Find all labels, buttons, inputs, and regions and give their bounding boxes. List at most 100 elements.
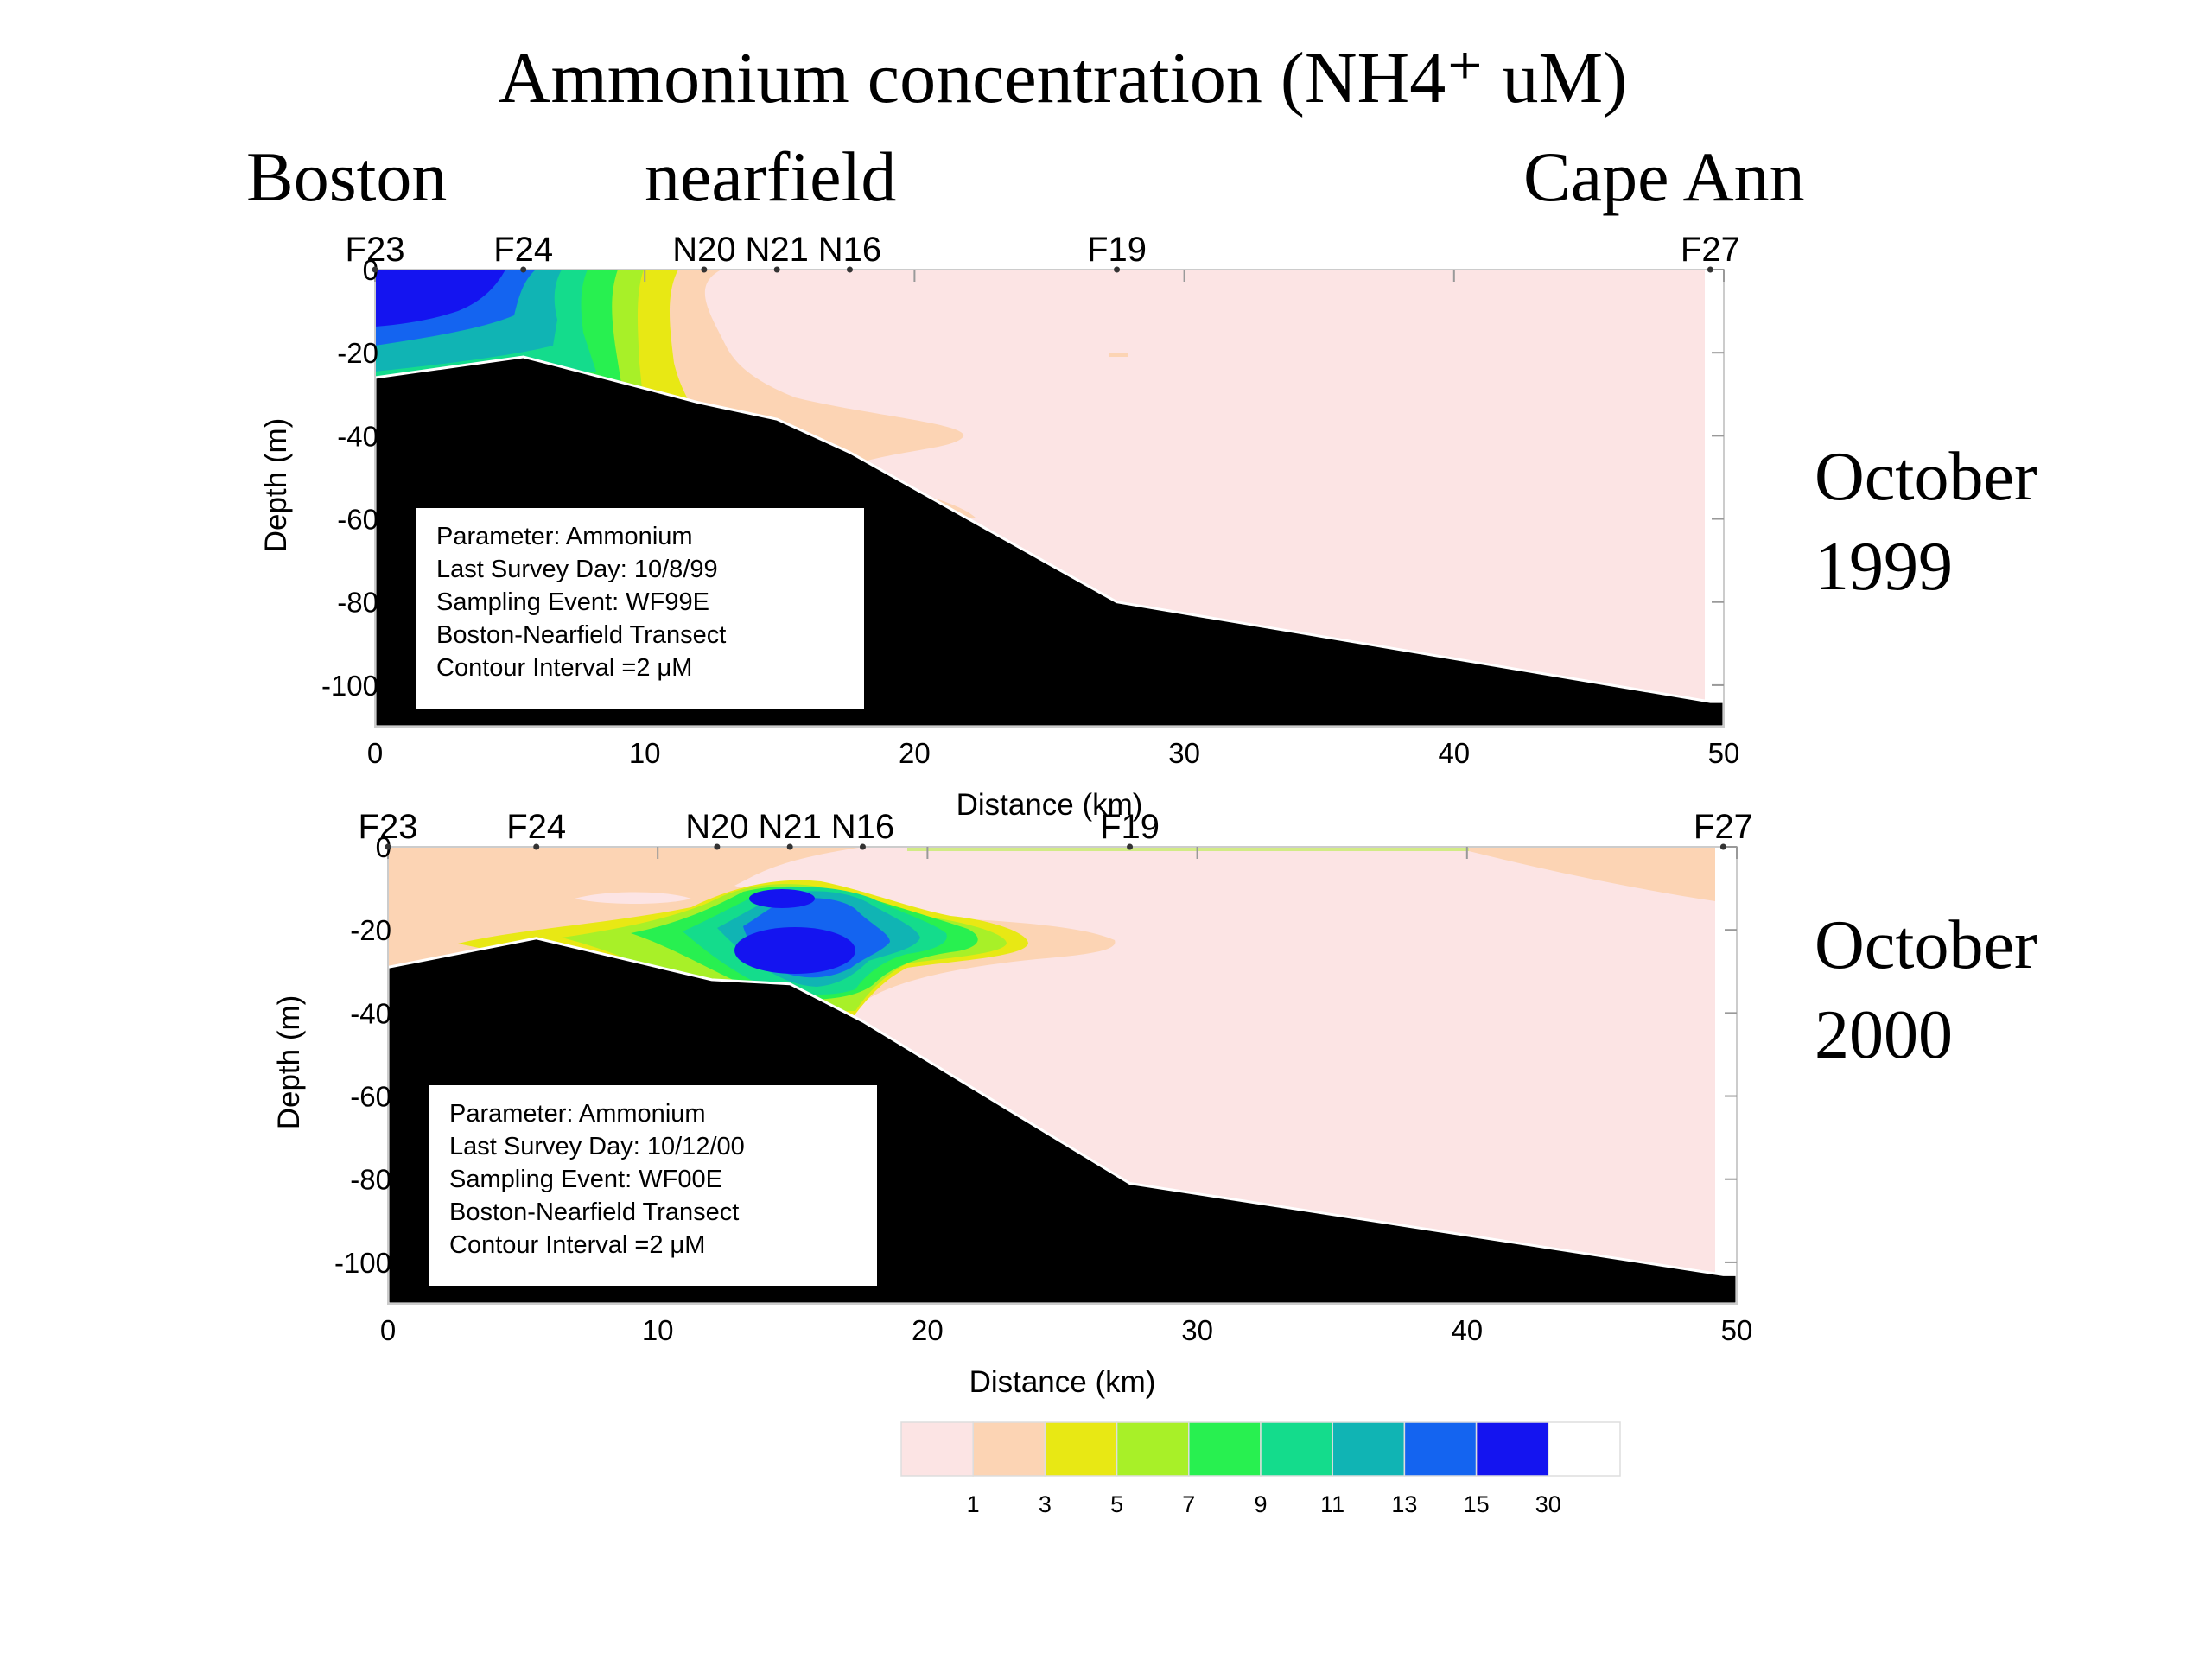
info-parameter: Parameter: Ammonium — [449, 1100, 706, 1128]
station-marker — [859, 843, 866, 850]
station-label: N20 — [685, 808, 748, 846]
plot-frame — [374, 269, 1725, 728]
region-label-nearfield: nearfield — [645, 137, 897, 216]
colorbar-swatch — [1548, 1421, 1621, 1477]
contour-level-30-core-upper — [749, 889, 815, 908]
station-label: F19 — [1100, 808, 1160, 846]
info-contour-interval: Contour Interval =2 μM — [436, 654, 692, 682]
info-parameter: Parameter: Ammonium — [436, 523, 693, 550]
station-label: F24 — [493, 231, 553, 269]
station-label: N16 — [831, 808, 894, 846]
station-marker — [701, 266, 708, 273]
station-label: F27 — [1681, 231, 1740, 269]
station-label: F19 — [1087, 231, 1147, 269]
contour-level-3-area-offshore — [1469, 847, 1715, 901]
x-tick-label: 30 — [1181, 1314, 1213, 1346]
info-box-2000: Parameter: Ammonium Last Survey Day: 10/… — [429, 1085, 877, 1286]
station-label: N20 — [672, 231, 735, 269]
axes-2000: 0 10 20 30 40 50 0 -20 -40 -60 -80 -100 F23 F24 N20 N21… — [272, 808, 1753, 1399]
colorbar-swatch — [1044, 1421, 1118, 1477]
station-label: F23 — [359, 808, 418, 846]
info-survey-day: Last Survey Day: 10/12/00 — [449, 1133, 745, 1160]
period-year: 2000 — [1815, 997, 1953, 1073]
colorbar-label: 13 — [1391, 1491, 1417, 1517]
x-tick-label: 10 — [629, 737, 661, 769]
station-label: F27 — [1694, 808, 1753, 846]
chart-panel-2000: 0 10 20 30 40 50 0 -20 -40 -60 -80 -100 F23 F24 N20 N21… — [272, 808, 1753, 1399]
station-label: N21 — [745, 231, 808, 269]
colorbar-label: 1 — [967, 1491, 980, 1517]
y-tick-label: -60 — [337, 504, 378, 536]
x-tick-label: 20 — [912, 1314, 944, 1346]
station-label: F24 — [506, 808, 566, 846]
period-label-1999: October 1999 — [1815, 432, 2037, 612]
info-sampling-event: Sampling Event: WF99E — [436, 588, 709, 616]
contour-level-30-core-lower — [734, 927, 855, 974]
surface-strip — [907, 847, 1469, 851]
no-data-strip — [1705, 270, 1724, 727]
info-box-1999: Parameter: Ammonium Last Survey Day: 10/… — [416, 508, 864, 709]
colorbar-swatch — [1403, 1421, 1478, 1477]
info-transect: Boston-Nearfield Transect — [449, 1198, 739, 1226]
info-contour-interval: Contour Interval =2 μM — [449, 1231, 705, 1259]
info-box-background — [429, 1085, 877, 1286]
station-label: N16 — [818, 231, 881, 269]
y-axis-label: Depth (m) — [272, 995, 306, 1130]
y-tick-label: -40 — [337, 420, 378, 452]
station-marker — [773, 266, 780, 273]
region-label-boston: Boston — [246, 137, 448, 216]
x-tick-label: 0 — [367, 737, 383, 769]
station-marker — [533, 843, 540, 850]
info-transect: Boston-Nearfield Transect — [436, 621, 726, 649]
axes-1999: 0 10 20 30 40 50 0 -20 -40 -60 -80 -100 F23 F24 N20 N21… — [259, 231, 1740, 822]
period-month: October — [1815, 907, 2037, 983]
y-tick-label: -60 — [350, 1081, 391, 1113]
station-marker — [846, 266, 853, 273]
y-tick-label: -20 — [337, 337, 378, 369]
colorbar-label: 5 — [1110, 1491, 1123, 1517]
contour-spot — [1109, 353, 1128, 357]
x-tick-label: 40 — [1451, 1314, 1483, 1346]
station-marker — [1719, 843, 1726, 850]
colorbar-swatch — [972, 1421, 1046, 1477]
period-month: October — [1815, 439, 2037, 515]
colorbar-swatch — [1475, 1421, 1549, 1477]
y-tick-label: 0 — [376, 831, 391, 863]
x-axis-label: Distance (km) — [957, 788, 1143, 822]
x-tick-label: 20 — [899, 737, 931, 769]
colorbar-swatch — [1332, 1421, 1406, 1477]
x-tick-label: 50 — [1708, 737, 1740, 769]
period-year: 1999 — [1815, 529, 1953, 605]
station-marker — [372, 266, 378, 273]
colorbar-legend: 1 3 5 7 9 11 13 15 30 — [900, 1421, 1621, 1517]
colorbar-label: 30 — [1535, 1491, 1561, 1517]
y-tick-label: -80 — [337, 587, 378, 619]
info-box-background — [416, 508, 864, 709]
info-survey-day: Last Survey Day: 10/8/99 — [436, 556, 718, 583]
station-marker — [1127, 843, 1134, 850]
station-marker — [1114, 266, 1121, 273]
contour-level-30-area — [375, 270, 505, 327]
y-tick-label: 0 — [363, 254, 378, 286]
y-tick-label: -100 — [334, 1247, 391, 1279]
y-tick-label: -20 — [350, 914, 391, 946]
station-marker — [1707, 266, 1713, 273]
y-tick-label: -100 — [321, 670, 378, 702]
contour-low-pocket — [575, 892, 691, 904]
station-label: N21 — [758, 808, 821, 846]
page-title: Ammonium concentration (NH4⁺ uM) — [498, 38, 1628, 118]
region-label-cape-ann: Cape Ann — [1523, 137, 1805, 216]
colorbar-label: 7 — [1182, 1491, 1195, 1517]
x-tick-label: 10 — [642, 1314, 674, 1346]
info-sampling-event: Sampling Event: WF00E — [449, 1166, 722, 1193]
station-marker — [385, 843, 391, 850]
station-marker — [714, 843, 721, 850]
x-tick-label: 50 — [1721, 1314, 1753, 1346]
chart-panel-1999: 0 10 20 30 40 50 0 -20 -40 -60 -80 -100 F23 F24 N20 N21… — [259, 231, 1740, 822]
plot-frame — [387, 846, 1738, 1305]
colorbar-swatch — [1260, 1421, 1333, 1477]
period-label-2000: October 2000 — [1815, 900, 2037, 1080]
station-marker — [520, 266, 527, 273]
colorbar-swatch — [1188, 1421, 1262, 1477]
